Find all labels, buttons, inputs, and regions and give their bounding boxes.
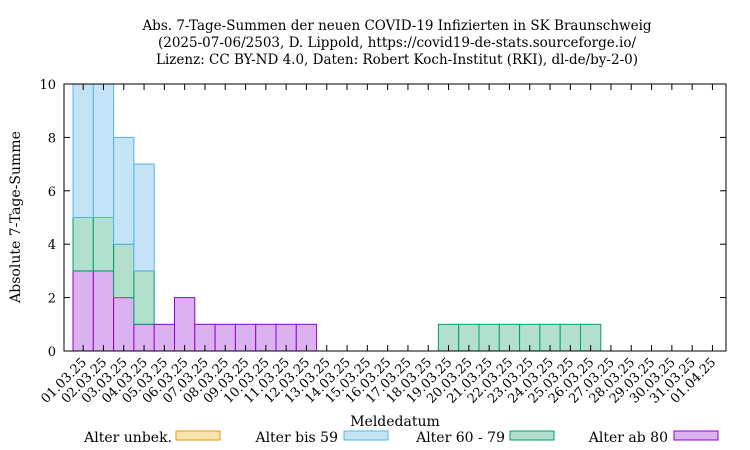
- bar-alter-ab-80-01.03.25: [72, 270, 94, 352]
- y-axis: 0 2 4 6 8 10: [39, 78, 726, 360]
- legend-label: Alter ab 80: [588, 430, 668, 446]
- y-tick-label: 10: [39, 78, 56, 93]
- y-tick-label: 4: [48, 238, 56, 253]
- bar-alter-ab-80-02.03.25: [92, 270, 115, 352]
- x-axis: 01.03.2502.03.2503.03.2504.03.2505.03.25…: [38, 84, 719, 407]
- bar-alter-60-79-02.03.25: [92, 217, 115, 272]
- x-axis-label: Meldedatum: [350, 414, 440, 430]
- legend: Alter unbek. Alter bis 59 Alter 60 - 79 Alt…: [83, 430, 719, 446]
- chart-title-line-2: (2025-07-06/2503, D. Lippold, https://co…: [158, 35, 636, 51]
- legend-swatch: [673, 430, 719, 441]
- chart-title-line-3: Lizenz: CC BY-ND 4.0, Daten: Robert Koch…: [156, 52, 638, 68]
- y-tick-label: 6: [48, 185, 56, 200]
- legend-swatch: [175, 430, 221, 441]
- legend-swatch: [509, 430, 555, 441]
- bar-alter-60-79-04.03.25: [133, 270, 155, 325]
- bar-alter-60-79-01.03.25: [72, 217, 94, 272]
- bar-alter-ab-80-06.03.25: [174, 297, 196, 352]
- bar-alter-bis-59-01.03.25: [72, 83, 94, 218]
- bar-alter-bis-59-04.03.25: [133, 163, 155, 272]
- bars-layer: [72, 83, 602, 352]
- bar-alter-bis-59-03.03.25: [113, 136, 135, 245]
- y-tick-label: 8: [48, 131, 56, 146]
- y-tick-label: 0: [48, 345, 56, 360]
- legend-label: Alter 60 - 79: [415, 430, 505, 446]
- bar-alter-bis-59-02.03.25: [92, 83, 115, 218]
- y-axis-label: Absolute 7-Tage-Summe: [8, 131, 24, 304]
- legend-swatch: [343, 430, 389, 441]
- bar-alter-ab-80-03.03.25: [113, 297, 135, 352]
- y-tick-label: 2: [48, 292, 56, 307]
- legend-label: Alter unbek.: [83, 430, 172, 446]
- chart-title-line-1: Abs. 7-Tage-Summen der neuen COVID-19 In…: [141, 18, 651, 34]
- legend-label: Alter bis 59: [254, 430, 338, 446]
- plot-frame: [63, 83, 727, 352]
- bar-alter-60-79-03.03.25: [113, 243, 135, 299]
